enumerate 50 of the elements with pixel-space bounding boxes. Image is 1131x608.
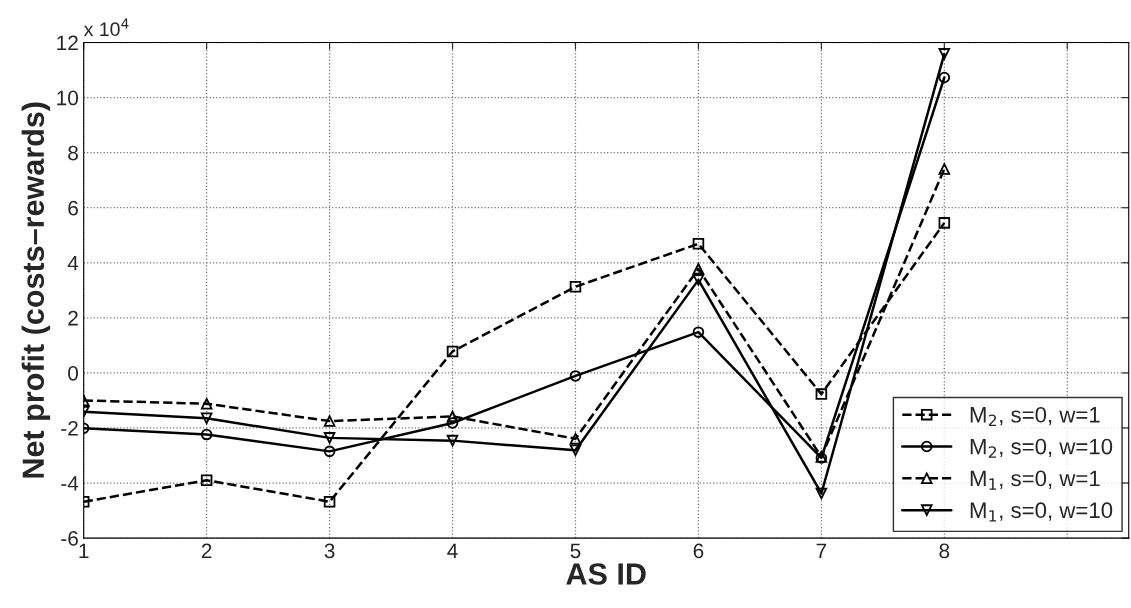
point xyxy=(200,474,213,487)
point xyxy=(569,432,582,445)
point xyxy=(938,163,951,175)
legend-label: M$_{2}$, s=0, w=1 xyxy=(970,406,1100,427)
legend-label: M$_{1}$, s=0, w=10 xyxy=(970,502,1113,522)
point xyxy=(200,412,213,425)
y-tick-label: 10 xyxy=(57,90,79,106)
point xyxy=(938,71,951,84)
point xyxy=(446,434,459,447)
y-tick-label: -4 xyxy=(61,476,79,491)
y-axis-title: Net profit (costs–rewards) xyxy=(21,102,51,478)
y-tick-label: 6 xyxy=(68,200,78,216)
point xyxy=(692,326,705,338)
x-tick-label: 8 xyxy=(939,543,950,559)
point xyxy=(446,345,459,358)
point xyxy=(569,370,582,382)
legend-label: M$_{1}$, s=0, w=1 xyxy=(970,470,1100,490)
point xyxy=(692,238,705,250)
point xyxy=(200,428,213,441)
legend-label: M$_{2}$, s=0, w=10 xyxy=(970,438,1113,458)
point xyxy=(938,48,951,60)
y-tick-label: 8 xyxy=(68,145,78,161)
point xyxy=(938,217,951,229)
x-tick-label: 1 xyxy=(79,543,89,559)
point xyxy=(569,444,582,457)
y-tick-label: 2 xyxy=(68,310,78,326)
text: x 10$^{4}$ xyxy=(83,18,129,37)
point xyxy=(815,487,828,500)
point xyxy=(323,445,336,458)
x-tick-label: 2 xyxy=(201,543,212,559)
y-tick-label: -2 xyxy=(61,420,78,436)
x-tick-label: 5 xyxy=(570,543,581,559)
x-axis-title: AS ID xyxy=(566,563,646,585)
point xyxy=(569,280,582,293)
point xyxy=(323,415,336,427)
y-tick-label: 12 xyxy=(57,35,78,51)
point xyxy=(446,410,459,423)
x-tick-label: 6 xyxy=(693,543,704,559)
x-tick-label: 4 xyxy=(447,543,458,559)
point xyxy=(323,432,336,444)
point xyxy=(815,388,828,400)
point xyxy=(692,263,705,275)
point xyxy=(692,274,705,286)
y-tick-label: 4 xyxy=(67,256,79,271)
x-tick-label: 3 xyxy=(324,543,335,559)
y-tick-label: 0 xyxy=(68,365,79,381)
point xyxy=(200,397,213,410)
x-tick-label: 7 xyxy=(816,543,827,559)
point xyxy=(323,495,336,508)
y-tick-label: -6 xyxy=(61,531,78,546)
